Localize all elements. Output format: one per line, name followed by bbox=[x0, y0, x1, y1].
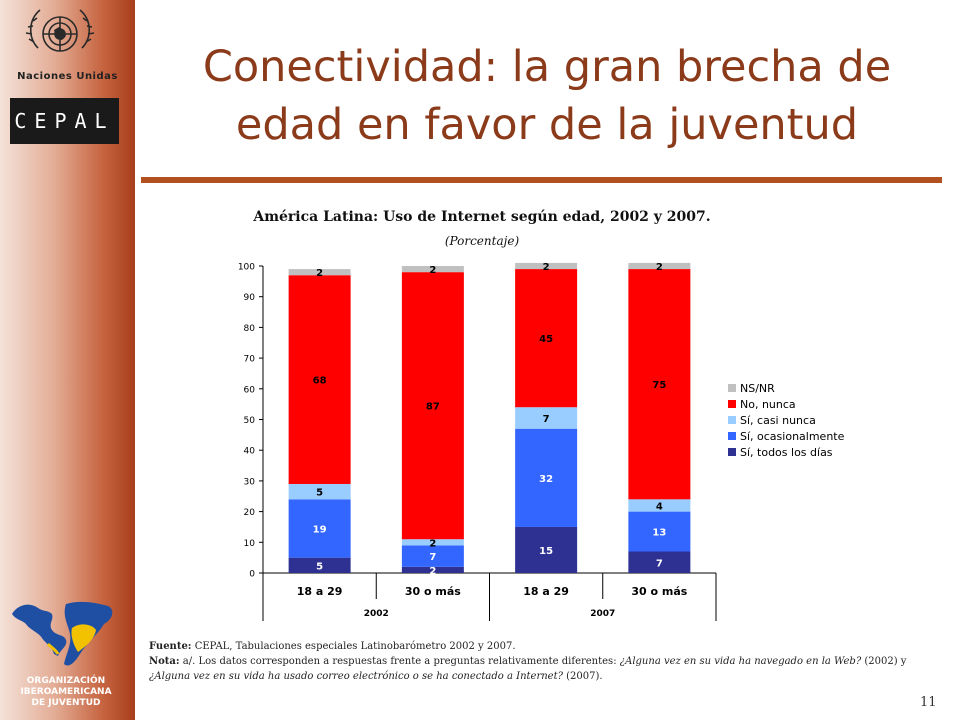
bar-data-label: 2 bbox=[316, 268, 323, 279]
x-group-label: 2002 bbox=[364, 609, 389, 619]
y-tick-label: 30 bbox=[244, 477, 256, 487]
x-category-label: 30 o más bbox=[405, 585, 461, 598]
x-category-label: 30 o más bbox=[631, 585, 687, 598]
bar-segment bbox=[515, 428, 578, 527]
un-emblem-icon bbox=[25, 9, 95, 52]
bar-data-label: 13 bbox=[652, 528, 666, 539]
bar-segment bbox=[628, 269, 691, 500]
source-text: CEPAL, Tabulaciones especiales Latinobar… bbox=[194, 641, 516, 652]
bar-data-label: 2 bbox=[543, 262, 550, 273]
bar-segment bbox=[628, 262, 691, 270]
sidebar-band: Naciones Unidas CEPAL ORGANIZACIÓN IBERO… bbox=[0, 0, 135, 720]
bar-segment bbox=[401, 566, 464, 573]
bar-segment bbox=[288, 557, 351, 573]
bar-data-label: 68 bbox=[313, 376, 327, 387]
legend-swatch bbox=[728, 432, 736, 440]
y-tick-label: 100 bbox=[238, 263, 255, 273]
y-tick-label: 70 bbox=[244, 355, 256, 365]
x-group-label: 2007 bbox=[590, 609, 615, 619]
note-question-1: ¿Alguna vez en su vida ha navegado en la… bbox=[619, 656, 862, 667]
legend-label: Sí, todos los días bbox=[740, 446, 833, 459]
note-text: a/. Los datos corresponden a respuestas … bbox=[182, 656, 617, 667]
y-tick-label: 60 bbox=[244, 385, 256, 395]
bar-segment bbox=[628, 511, 691, 552]
y-tick-label: 50 bbox=[244, 416, 256, 426]
y-tick-label: 20 bbox=[244, 508, 256, 518]
slide-title-line-1: Conectividad: la gran brecha de bbox=[202, 42, 892, 92]
bar-data-label: 32 bbox=[539, 474, 553, 485]
bar-data-label: 75 bbox=[652, 380, 666, 391]
title-divider bbox=[141, 177, 942, 183]
bar-segment bbox=[401, 539, 464, 546]
bar-segment bbox=[401, 266, 464, 273]
bar-segment bbox=[515, 269, 578, 408]
bar-data-label: 2 bbox=[429, 265, 436, 276]
note-year-2: (2007). bbox=[566, 671, 603, 682]
y-tick-label: 80 bbox=[244, 324, 256, 334]
y-tick-label: 10 bbox=[244, 539, 256, 549]
bar-segment bbox=[288, 499, 351, 558]
slide-title-line-2: edad en favor de la juventud bbox=[235, 100, 859, 150]
legend-label: Sí, casi nunca bbox=[740, 414, 816, 427]
chart-subtitle: (Porcentaje) bbox=[444, 234, 520, 248]
oij-line-1: ORGANIZACIÓN bbox=[26, 676, 106, 686]
bar-segment bbox=[628, 499, 691, 512]
bar-data-label: 19 bbox=[313, 524, 327, 535]
x-category-label: 18 a 29 bbox=[523, 585, 569, 598]
un-name-text: Naciones Unidas bbox=[17, 71, 118, 82]
bar-segment bbox=[515, 526, 578, 573]
legend-swatch bbox=[728, 448, 736, 456]
bar-data-label: 2 bbox=[656, 262, 663, 273]
x-category-label: 18 a 29 bbox=[297, 585, 343, 598]
bar-data-label: 5 bbox=[316, 561, 323, 572]
bar-segment bbox=[401, 272, 464, 540]
bar-segment bbox=[288, 269, 351, 276]
legend-label: No, nunca bbox=[740, 398, 796, 411]
legend-swatch bbox=[728, 400, 736, 408]
legend-swatch bbox=[728, 416, 736, 424]
bar-data-label: 2 bbox=[429, 566, 436, 577]
bar-data-label: 15 bbox=[539, 546, 553, 557]
bar-data-label: 45 bbox=[539, 334, 553, 345]
chart-title: América Latina: Uso de Internet según ed… bbox=[253, 209, 711, 225]
bar-segment bbox=[515, 407, 578, 429]
bar-data-label: 4 bbox=[656, 501, 663, 512]
note-question-2: ¿Alguna vez en su vida ha usado correo e… bbox=[149, 671, 563, 682]
y-tick-label: 40 bbox=[244, 447, 256, 457]
bar-segment bbox=[288, 275, 351, 484]
oij-line-2: IBEROAMERICANA bbox=[20, 687, 112, 697]
legend-swatch bbox=[728, 384, 736, 392]
oij-line-3: DE JUVENTUD bbox=[31, 698, 101, 708]
note-label: Nota: bbox=[149, 656, 180, 667]
bar-data-label: 87 bbox=[426, 402, 440, 413]
source-line: Fuente: CEPAL, Tabulaciones especiales L… bbox=[149, 639, 949, 654]
oij-logo-icon bbox=[12, 601, 113, 666]
legend-label: NS/NR bbox=[740, 382, 775, 395]
bar-data-label: 2 bbox=[429, 538, 436, 549]
bar-data-label: 7 bbox=[429, 552, 436, 563]
source-notes: Fuente: CEPAL, Tabulaciones especiales L… bbox=[149, 639, 949, 684]
legend-label: Sí, ocasionalmente bbox=[740, 430, 845, 443]
bar-segment bbox=[288, 483, 351, 500]
y-tick-label: 90 bbox=[244, 293, 256, 303]
note-year-1: (2002) y bbox=[864, 656, 907, 667]
bar-data-label: 5 bbox=[316, 488, 323, 499]
source-label: Fuente: bbox=[149, 641, 192, 652]
y-tick-label: 0 bbox=[249, 570, 255, 580]
note-line: Nota: a/. Los datos corresponden a respu… bbox=[149, 654, 949, 684]
oij-name-text: ORGANIZACIÓN IBEROAMERICANA DE JUVENTUD bbox=[0, 676, 132, 709]
cepal-logo: CEPAL bbox=[10, 98, 119, 144]
bar-data-label: 7 bbox=[656, 558, 663, 569]
bar-data-label: 7 bbox=[543, 414, 550, 425]
page-number: 11 bbox=[920, 695, 937, 710]
slide-title: Conectividad: la gran brecha de edad en … bbox=[142, 38, 952, 154]
bar-segment bbox=[401, 545, 464, 567]
bar-segment bbox=[628, 551, 691, 573]
bar-segment bbox=[515, 262, 578, 270]
